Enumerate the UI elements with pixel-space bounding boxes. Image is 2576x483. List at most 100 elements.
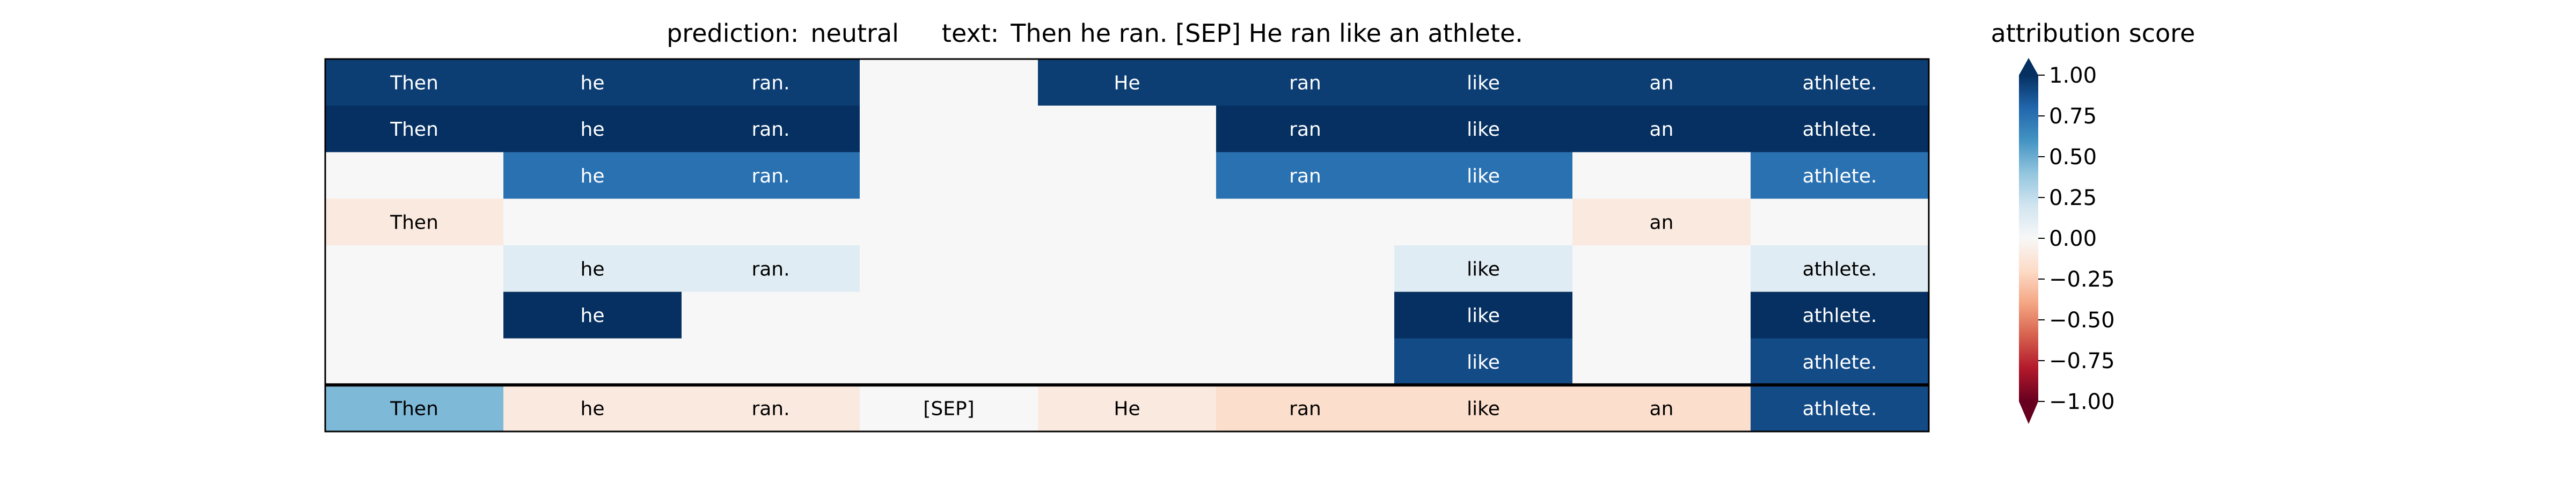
heatmap-cell-label: ran xyxy=(1289,119,1321,141)
heatmap-cell xyxy=(860,199,1038,246)
heatmap-cell-label: like xyxy=(1467,398,1500,420)
heatmap-cell xyxy=(1572,152,1751,199)
heatmap-cell-label: Then xyxy=(390,119,438,141)
heatmap-cell xyxy=(1038,385,1217,432)
heatmap-cell xyxy=(325,291,504,339)
heatmap-cell xyxy=(682,59,860,106)
heatmap-cell xyxy=(503,152,682,199)
heatmap-cell xyxy=(1394,338,1573,385)
heatmap-cell xyxy=(1394,291,1573,339)
heatmap-cell-label: ran. xyxy=(751,72,789,94)
heatmap-cell-label: he xyxy=(581,258,605,280)
heatmap-cell-label: like xyxy=(1467,165,1500,187)
prediction-label: prediction: xyxy=(667,19,799,48)
heatmap-cell xyxy=(1751,385,1929,432)
heatmap-cell-label: he xyxy=(581,398,605,420)
heatmap-cell xyxy=(325,59,504,106)
heatmap-cell-label: athlete. xyxy=(1803,258,1877,280)
heatmap-cell-label: [SEP] xyxy=(923,398,974,420)
heatmap-cell xyxy=(682,199,860,246)
colorbar-extend-min xyxy=(2019,401,2038,424)
heatmap-cell xyxy=(1751,59,1929,106)
text-label: text: xyxy=(942,19,999,48)
heatmap-cell xyxy=(860,152,1038,199)
colorbar-tick-label: −0.75 xyxy=(2049,349,2115,374)
heatmap-cell xyxy=(1216,291,1395,339)
heatmap-cell xyxy=(682,338,860,385)
heatmap-frame xyxy=(324,58,1930,433)
colorbar-tick-label: −0.50 xyxy=(2049,308,2115,333)
heatmap-cell xyxy=(860,105,1038,153)
heatmap-cell xyxy=(1394,59,1573,106)
heatmap-cell xyxy=(1216,105,1395,153)
heatmap-cell-label: an xyxy=(1650,72,1674,94)
heatmap-cell xyxy=(860,245,1038,292)
heatmap-cell xyxy=(1572,199,1751,246)
heatmap-cell xyxy=(1216,199,1395,246)
heatmap-cell xyxy=(1038,59,1217,106)
heatmap-cell xyxy=(1572,291,1751,339)
heatmap-cell xyxy=(1216,385,1395,432)
heatmap-cell xyxy=(860,291,1038,339)
heatmap-cell xyxy=(1751,152,1929,199)
heatmap-cell xyxy=(1751,245,1929,292)
heatmap-cell-label: ran xyxy=(1289,72,1321,94)
heatmap-cell xyxy=(1751,291,1929,339)
heatmap-cell-label: an xyxy=(1650,398,1674,420)
heatmap-cell xyxy=(1572,105,1751,153)
colorbar-tick-label: 0.75 xyxy=(2049,104,2097,129)
heatmap-cell xyxy=(1038,291,1217,339)
heatmap-cell-label: athlete. xyxy=(1803,119,1877,141)
heatmap-cell-label: Then xyxy=(390,398,438,420)
heatmap-cell xyxy=(1038,245,1217,292)
heatmap-cell-label: like xyxy=(1467,352,1500,374)
heatmap-cell xyxy=(682,105,860,153)
heatmap-cell xyxy=(1216,152,1395,199)
heatmap-cell xyxy=(1216,338,1395,385)
heatmap-cell xyxy=(325,105,504,153)
heatmap-cell-label: athlete. xyxy=(1803,72,1877,94)
colorbar: attribution score 1.00 0.75 0.50 0.25 0.00 −0… xyxy=(1991,19,2195,424)
prediction-value: neutral xyxy=(810,19,899,48)
colorbar-tick-label: 0.25 xyxy=(2049,186,2097,210)
heatmap-cell-label: ran xyxy=(1289,165,1321,187)
heatmap-cell xyxy=(325,338,504,385)
heatmap-cell-label: Then xyxy=(390,72,438,94)
heatmap-cell-label: ran. xyxy=(751,165,789,187)
heatmap-cell xyxy=(682,385,860,432)
heatmap-cell-label: he xyxy=(581,165,605,187)
heatmap-cell xyxy=(682,245,860,292)
heatmap-cell xyxy=(325,385,504,432)
colorbar-gradient xyxy=(2019,75,2038,401)
heatmap-cell-label: ran. xyxy=(751,398,789,420)
heatmap-cell xyxy=(860,59,1038,106)
heatmap-cell xyxy=(325,152,504,199)
heatmap-cell xyxy=(1038,105,1217,153)
heatmap-cell xyxy=(1751,338,1929,385)
heatmap-cell-label: like xyxy=(1467,305,1500,327)
heatmap-cell xyxy=(1394,385,1573,432)
heatmap-cell-label: he xyxy=(581,119,605,141)
heatmap-cell-label: athlete. xyxy=(1803,305,1877,327)
heatmap-cell-label: athlete. xyxy=(1803,352,1877,374)
heatmap-cell-label: Then xyxy=(390,212,438,234)
heatmap-cell xyxy=(503,59,682,106)
heatmap-cell xyxy=(1394,245,1573,292)
heatmap-cell-label: athlete. xyxy=(1803,165,1877,187)
heatmap-cell xyxy=(1038,152,1217,199)
heatmap-cell-label: like xyxy=(1467,119,1500,141)
heatmap-cell-label: He xyxy=(1114,72,1140,94)
heatmap-cell xyxy=(503,291,682,339)
heatmap-grid: Then he ran. He ran like an athlete. Then he ran. r… xyxy=(324,58,1930,433)
heatmap-cell xyxy=(1572,338,1751,385)
heatmap-cell xyxy=(1572,385,1751,432)
colorbar-tick-label: 1.00 xyxy=(2049,63,2097,88)
heatmap-cell xyxy=(503,338,682,385)
heatmap-cell xyxy=(503,199,682,246)
heatmap-cell xyxy=(1394,152,1573,199)
heatmap-cell-label: ran. xyxy=(751,258,789,280)
colorbar-tick-label: −1.00 xyxy=(2049,390,2115,414)
heatmap-cell-label: like xyxy=(1467,258,1500,280)
heatmap-cell-label: he xyxy=(581,72,605,94)
